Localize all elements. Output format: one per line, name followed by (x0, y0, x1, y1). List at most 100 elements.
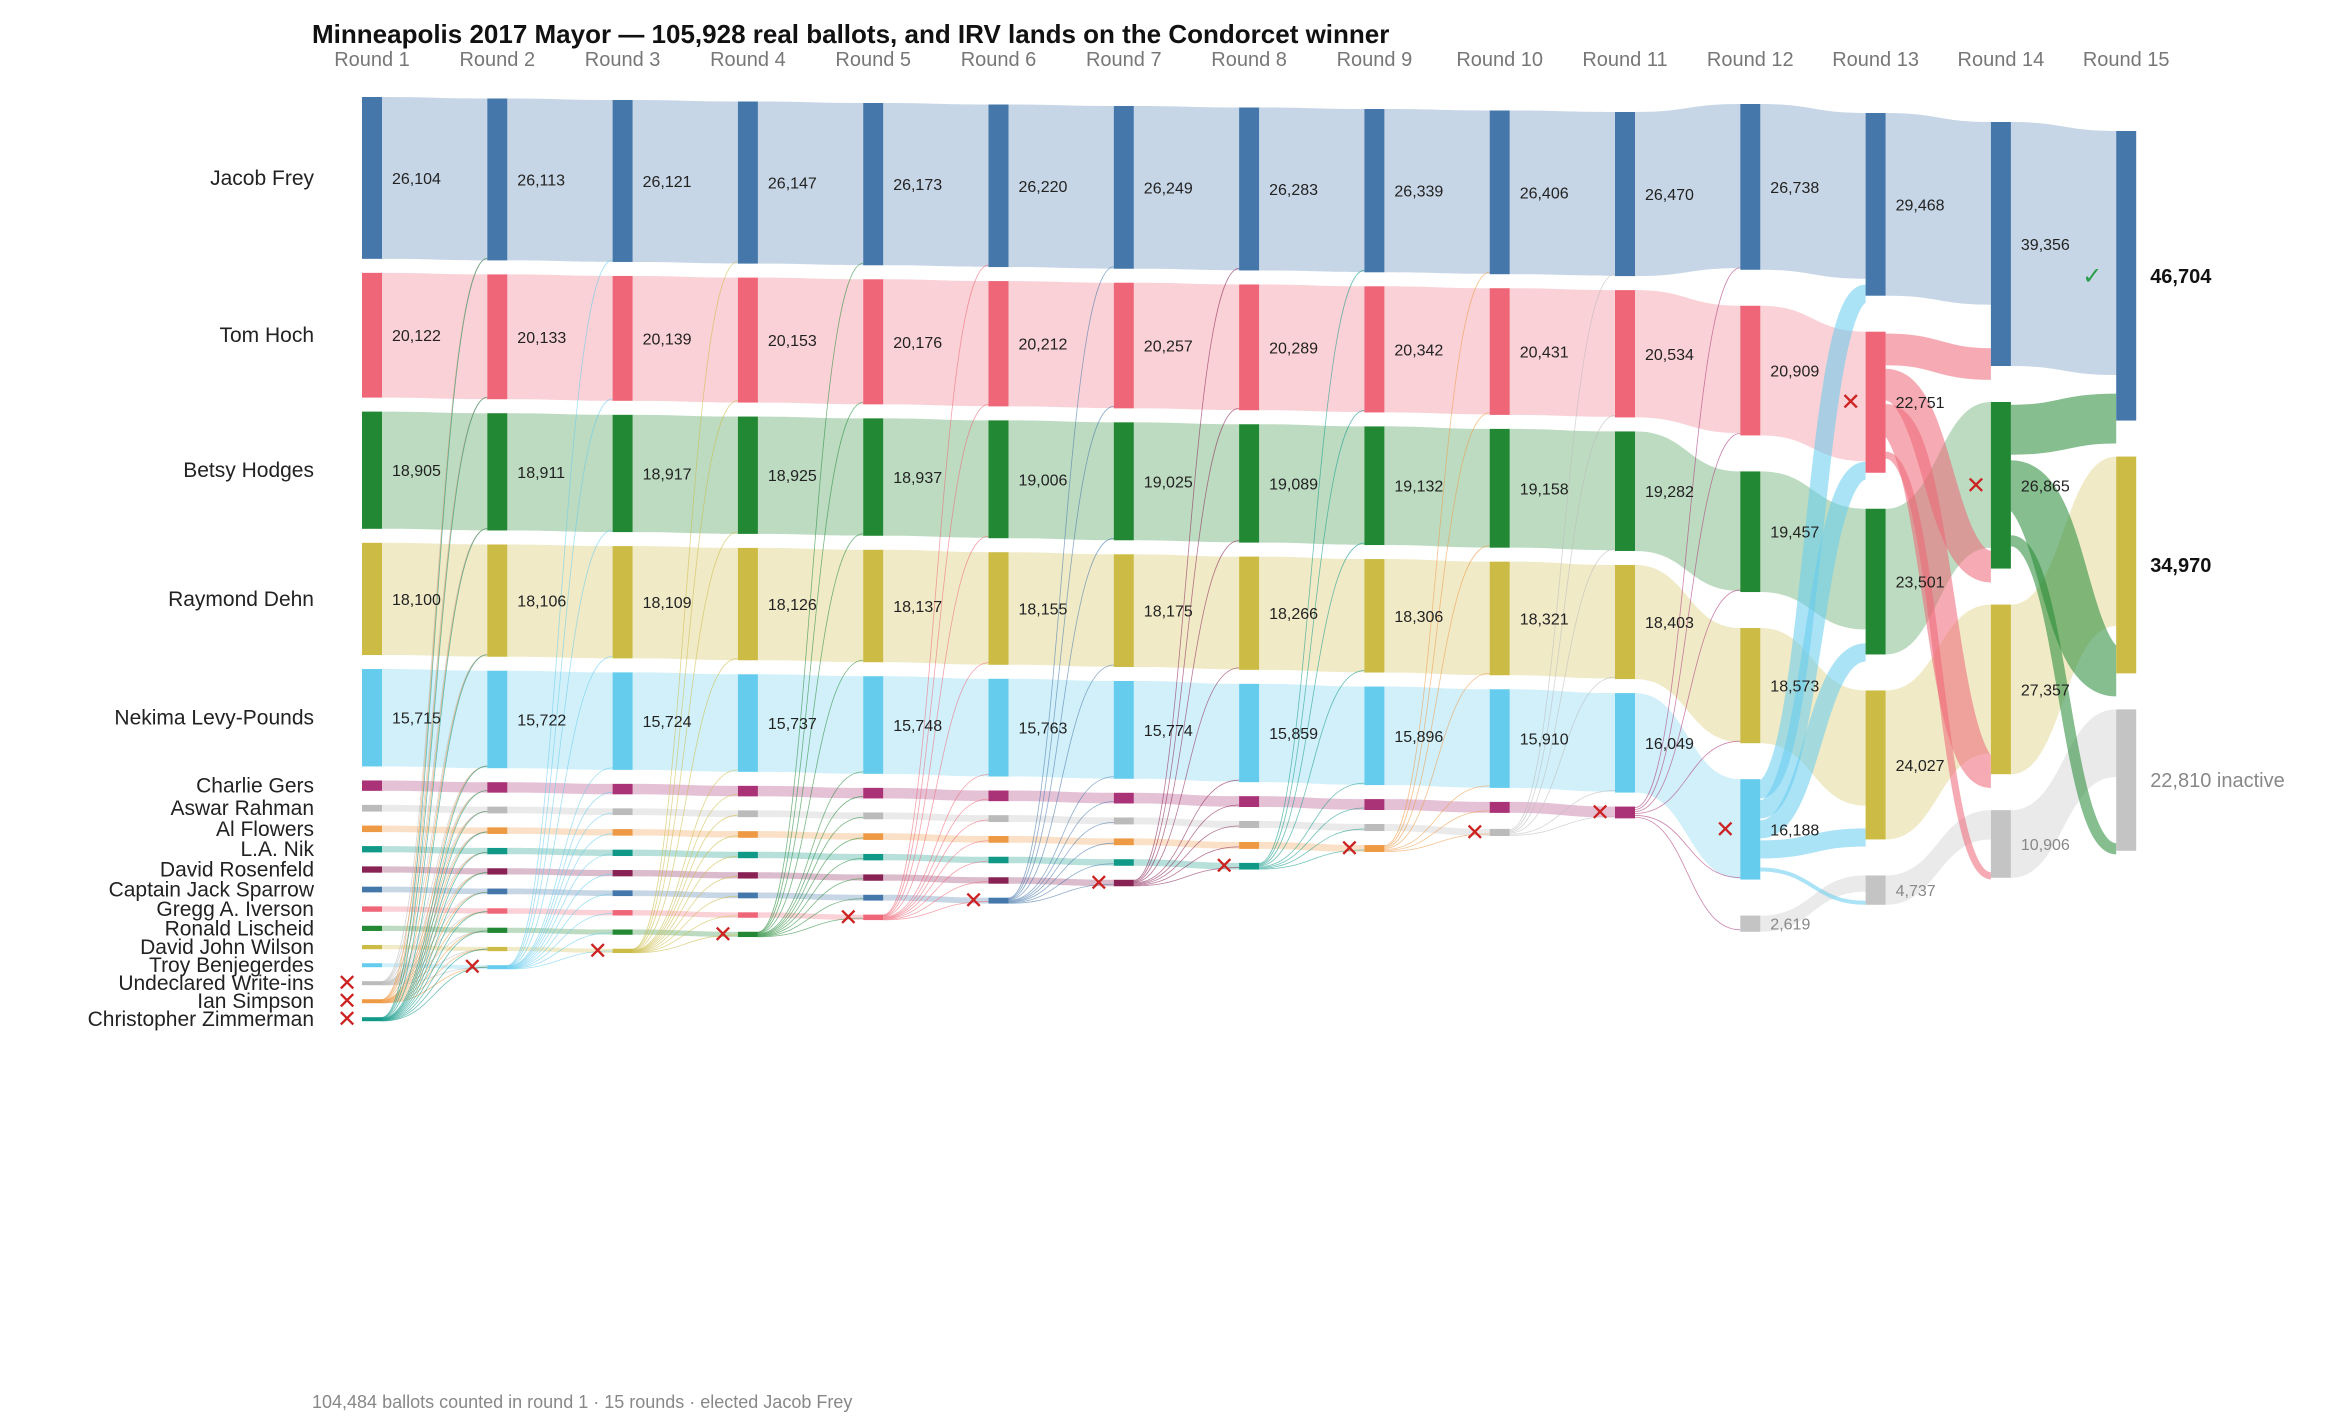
node-c13-r3 (612, 948, 633, 954)
transfer-c14-r2-to-c12 (507, 932, 613, 970)
transfer-c9-r7-to-c3 (1133, 667, 1240, 883)
node-c0-r13 (1865, 113, 1886, 296)
transfer-c8-r8-to-c4 (1259, 782, 1365, 868)
transfer-c17-r1-to-c14 (381, 966, 488, 1022)
value-label-c4-r10: 15,910 (1520, 732, 1569, 749)
node-c5-r2 (487, 782, 508, 793)
value-label-c0-r7: 26,249 (1144, 180, 1193, 197)
value-label-c1-r7: 20,257 (1144, 339, 1193, 356)
transfer-c6-r10-to-c2 (1509, 548, 1616, 833)
flow-c8-r2 (507, 847, 613, 857)
value-label-c4-r8: 15,859 (1269, 726, 1318, 743)
value-label-c1-r4: 20,153 (768, 333, 817, 350)
value-label-c3-r12: 18,573 (1770, 679, 1819, 696)
node-c12-r2 (487, 927, 508, 933)
value-label-c3-r1: 18,100 (392, 592, 441, 609)
flow-c5-r3 (632, 783, 738, 797)
flow-c4-r2 (507, 670, 613, 770)
node-c0-r14 (1990, 122, 2011, 367)
value-label-c2-r7: 19,025 (1144, 474, 1193, 491)
node-ex-r14 (1990, 810, 2011, 878)
node-c1-r10 (1489, 288, 1510, 415)
transfer-c14-r2-to-c13 (507, 950, 613, 970)
flow-c3-r7 (1133, 554, 1240, 670)
node-c1-r2 (487, 274, 508, 400)
transfer-c10-r6-to-c8 (1008, 863, 1114, 904)
transfer-c7-r9-to-c2 (1384, 545, 1490, 848)
flow-c3-r1 (382, 542, 488, 657)
candidate-label-16: Ian Simpson (197, 990, 314, 1013)
flow-c7-r6 (1008, 836, 1114, 846)
node-c7-r3 (612, 829, 633, 836)
final-runner-up-value: 34,970 (2150, 555, 2211, 577)
transfer-c12-r4-to-c9 (757, 878, 864, 937)
value-label-c0-r10: 26,406 (1520, 185, 1569, 202)
node-ex-r12 (1740, 915, 1761, 932)
candidate-label-13: David John Wilson (140, 936, 314, 959)
node-c0-r2 (487, 98, 508, 261)
eliminated-icon: ✕ (1966, 472, 1986, 499)
transfer-c11-r5-to-c4 (883, 774, 989, 918)
flow-c3-r11 (1635, 564, 1741, 743)
node-c3-r15 (2116, 456, 2137, 674)
node-c0-r1 (362, 97, 382, 259)
value-label-c1-r9: 20,342 (1394, 342, 1443, 359)
candidate-label-4: Nekima Levy-Pounds (114, 707, 314, 730)
transfer-c17-r1-to-c11 (381, 911, 488, 1021)
elected-check-icon: ✓ (2082, 263, 2102, 290)
transfer-c17-r1-to-c9 (381, 872, 488, 1021)
transfer-c13-r3-to-c12 (632, 934, 738, 954)
flow-c6-r6 (1008, 815, 1114, 825)
node-c1-r5 (863, 279, 884, 405)
eliminated-icon: ✕ (337, 1006, 357, 1033)
candidate-label-0: Jacob Frey (210, 167, 314, 190)
transfer-c11-r5-to-c2 (883, 535, 989, 917)
transfer-c8-r8-to-c0 (1259, 269, 1365, 864)
transfer-c6-r10-to-c0 (1509, 273, 1616, 830)
flow-ex-r14 (2010, 709, 2117, 878)
flow-c4-r7 (1133, 680, 1240, 782)
value-label-ex-r12: 2,619 (1770, 917, 1810, 934)
transfer-c8-r8-to-c3 (1259, 670, 1365, 867)
transfer-c12-r4-to-c1 (757, 401, 864, 933)
transfer-c13-r3-to-c2 (632, 531, 738, 950)
transfer-c14-r2-to-c1 (507, 398, 613, 966)
flow-c5-r8 (1259, 796, 1365, 810)
node-c14-r2 (487, 965, 508, 970)
node-c7-r2 (487, 827, 508, 834)
node-c7-r4 (737, 831, 758, 838)
candidate-label-1: Tom Hoch (219, 324, 314, 347)
flow-c2-r11 (1635, 431, 1741, 591)
node-c0-r15 (2116, 131, 2137, 421)
transfer-c7-r9-to-c1 (1384, 412, 1490, 847)
flow-c8-r6 (1008, 856, 1114, 866)
value-label-c1-r13: 22,751 (1896, 395, 1945, 412)
round-label-4: Round 4 (710, 49, 786, 71)
node-c12-r4 (737, 931, 758, 938)
transfer-c15-r1-to-c9 (381, 872, 488, 985)
transfer-c12-r4-to-c6 (757, 816, 864, 936)
flow-c7-r2 (507, 827, 613, 836)
transfer-c9-r7-to-c7 (1133, 846, 1240, 886)
node-c3-r10 (1489, 561, 1510, 676)
transfer-c13-r3-to-c10 (632, 895, 738, 953)
transfer-c6-r10-to-c3 (1509, 676, 1616, 834)
node-c2-r5 (863, 418, 884, 536)
eliminated-icon: ✕ (1465, 819, 1485, 846)
transfer-c11-r5-to-c1 (883, 403, 989, 916)
flow-c1-r3 (632, 275, 738, 403)
node-c14-r1 (362, 963, 382, 968)
transfer-c7-r9-to-c0 (1384, 271, 1490, 846)
transfer-c14-r2-to-c5 (507, 791, 613, 968)
node-c4-r3 (612, 672, 633, 770)
transfer-c17-r1-to-c12 (381, 930, 488, 1021)
flow-c1-r9 (1384, 286, 1490, 415)
value-label-c2-r5: 18,937 (893, 470, 942, 487)
value-label-c1-r1: 20,122 (392, 328, 441, 345)
node-c2-r3 (612, 414, 633, 533)
transfer-c11-r5-to-c5 (883, 798, 989, 918)
node-c8-r7 (1113, 859, 1134, 866)
node-c5-r10 (1489, 801, 1510, 813)
node-c3-r11 (1615, 564, 1635, 680)
value-label-c3-r7: 18,175 (1144, 604, 1193, 621)
